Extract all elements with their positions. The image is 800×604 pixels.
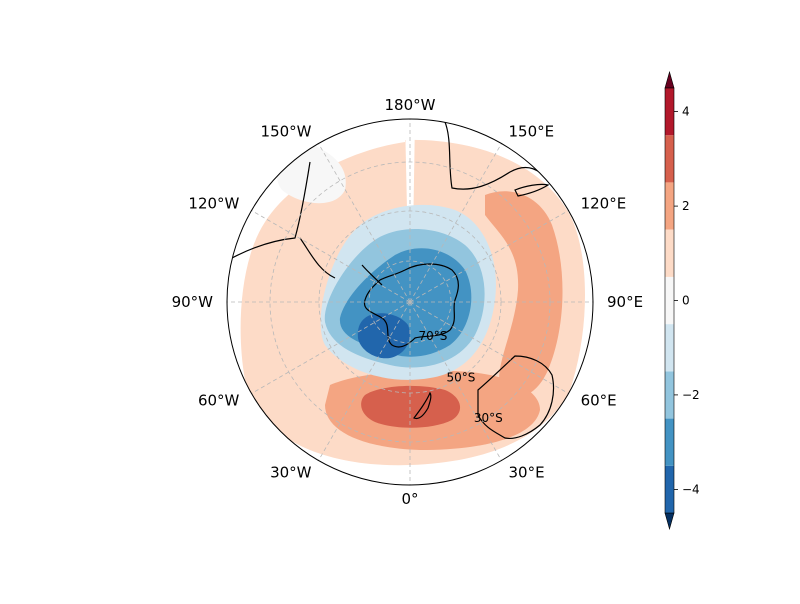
colorbar-extend-max: [664, 70, 675, 89]
colorbar-tick-label: 4: [682, 105, 690, 119]
colorbar-tick-label: 0: [682, 294, 690, 308]
graticule: [227, 119, 593, 485]
longitude-label: 0°: [401, 490, 418, 508]
coastline-australia: [477, 355, 555, 440]
coastline-antarctic-peninsula: [361, 264, 383, 286]
longitude-label: 30°E: [509, 464, 545, 482]
coastline-new-zealand: [413, 391, 432, 420]
colorbar-band: [665, 465, 674, 513]
colorbar-band: [665, 418, 674, 466]
meridian-line: [318, 301, 411, 461]
longitude-label: 150°W: [261, 122, 312, 140]
colorbar-band: [665, 371, 674, 419]
meridian-line: [409, 143, 502, 303]
anomaly-contour-pos-3: [361, 385, 461, 428]
latitude-label: 30°S: [474, 411, 503, 425]
colorbar: −4 −2 0 2 4: [664, 70, 700, 531]
colorbar-band: [665, 276, 674, 325]
colorbar-band: [665, 88, 674, 136]
coastline-tierra-del-fuego: [299, 237, 336, 279]
colorbar-tick-label: 2: [682, 199, 690, 213]
polar-map: 0° 30°E 60°E 90°E 120°E 150°E 180°W 150°W 120°W 9…: [172, 96, 644, 508]
longitude-labels: 0° 30°E 60°E 90°E 120°E 150°E 180°W 150°W 120°W 9…: [172, 96, 644, 508]
latitude-labels: 70°S 50°S 30°S: [418, 329, 502, 425]
latitude-label: 70°S: [418, 329, 447, 343]
colorbar-band: [665, 229, 674, 277]
colorbar-tick-label: −4: [682, 482, 700, 496]
meridian-line: [318, 143, 411, 303]
colorbar-band: [665, 135, 674, 183]
longitude-label: 90°W: [172, 293, 214, 311]
coastline-south-america: [231, 161, 311, 259]
meridian-line: [251, 210, 411, 303]
longitude-label: 30°W: [270, 464, 312, 482]
coastline-africa: [444, 121, 551, 190]
longitude-label: 60°W: [198, 392, 240, 410]
longitude-label: 180°W: [385, 96, 436, 114]
longitude-label: 150°E: [509, 122, 555, 140]
map-boundary: [226, 118, 594, 486]
colorbar-extend-min: [664, 512, 675, 531]
meridian-line: [251, 301, 411, 394]
longitude-label: 120°W: [188, 195, 239, 213]
parallel-70s: [368, 260, 452, 344]
latitude-label: 50°S: [446, 370, 475, 384]
longitude-label: 60°E: [581, 392, 617, 410]
colorbar-ticks: −4 −2 0 2 4: [674, 105, 700, 496]
colorbar-band: [665, 182, 674, 230]
longitude-label: 90°E: [607, 293, 643, 311]
meridian-line: [409, 301, 502, 461]
longitude-label: 120°E: [581, 195, 627, 213]
colorbar-band: [665, 324, 674, 372]
colorbar-bands: [664, 70, 675, 531]
coastline-madagascar: [514, 183, 550, 197]
meridian-line: [409, 210, 569, 303]
meridian-line: [409, 301, 569, 394]
colorbar-tick-label: −2: [682, 388, 700, 402]
